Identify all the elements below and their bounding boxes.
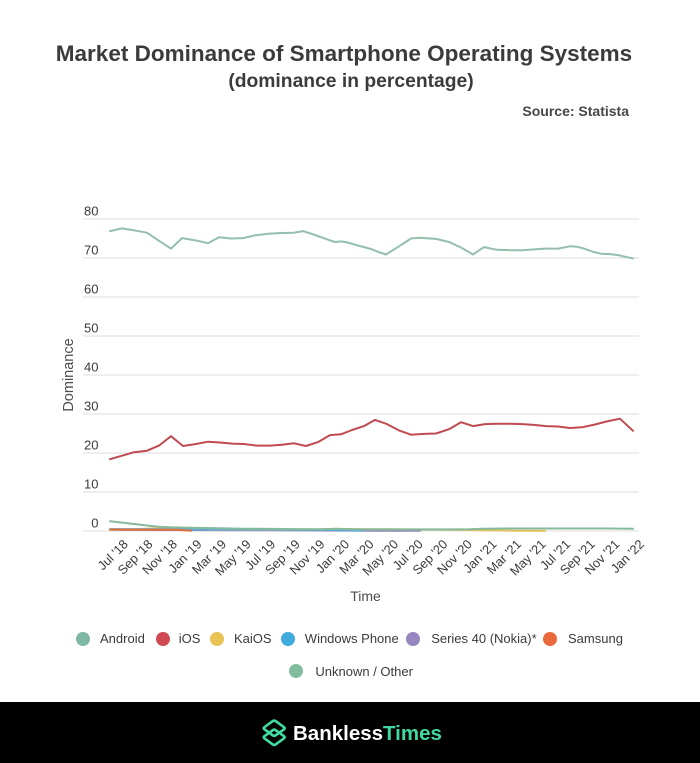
svg-text:40: 40 [84, 360, 98, 375]
svg-text:60: 60 [84, 282, 98, 297]
svg-text:10: 10 [84, 477, 98, 492]
svg-text:70: 70 [84, 243, 98, 258]
svg-text:50: 50 [84, 321, 98, 336]
svg-text:80: 80 [84, 204, 98, 219]
svg-text:Dominance: Dominance [61, 338, 77, 411]
svg-text:20: 20 [84, 438, 98, 453]
svg-text:Time: Time [350, 588, 381, 604]
svg-text:0: 0 [91, 516, 98, 531]
svg-text:30: 30 [84, 399, 98, 414]
